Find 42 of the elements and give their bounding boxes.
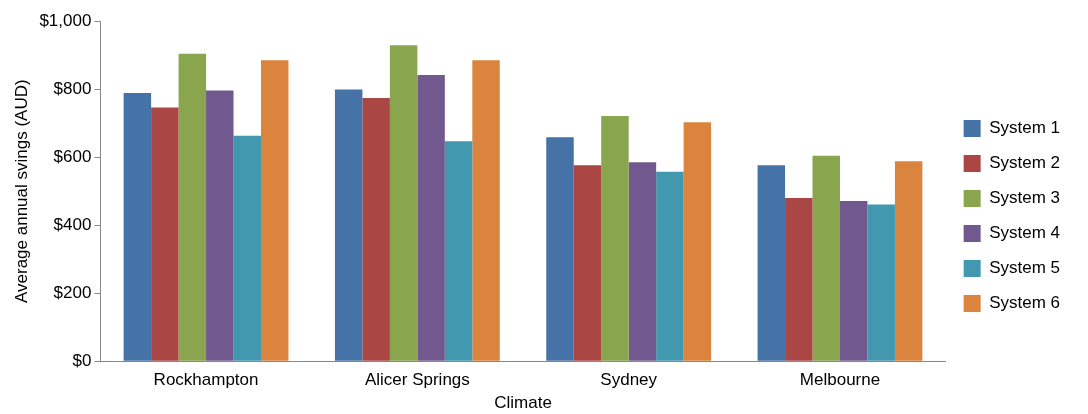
y-tick-label: $800: [53, 78, 92, 98]
legend-label: System 4: [989, 223, 1060, 243]
legend-label: System 5: [989, 258, 1060, 278]
legend-label: System 6: [989, 293, 1060, 313]
bar: [417, 74, 445, 361]
bar: [573, 165, 602, 361]
x-tick-label: Melbourne: [799, 370, 881, 390]
y-tick-label: $400: [53, 214, 92, 234]
bar: [362, 98, 390, 361]
bar: [151, 107, 179, 361]
x-tick-label: Alicer Springs: [364, 370, 470, 390]
legend-label: System 1: [989, 118, 1060, 138]
bar: [601, 116, 629, 361]
bar: [389, 45, 418, 361]
x-axis-title: Climate: [494, 393, 552, 413]
bar: [683, 122, 712, 361]
bar: [757, 165, 786, 361]
bar: [785, 198, 813, 361]
x-tick-label: Rockhampton: [153, 370, 259, 390]
y-tick-label: $200: [53, 282, 92, 302]
bar: [334, 89, 363, 361]
legend-label: System 3: [989, 188, 1060, 208]
bar: [839, 201, 868, 361]
bar: [656, 171, 684, 361]
y-axis-title: Average annual svings (AUD): [11, 79, 31, 304]
y-tick-label: $1,000: [39, 10, 92, 30]
bar: [233, 135, 261, 361]
bar: [444, 141, 473, 361]
x-tick-label: Sydney: [600, 370, 658, 390]
bar: [206, 90, 234, 361]
bar: [812, 155, 840, 361]
legend-label: System 2: [989, 153, 1060, 173]
bar: [260, 60, 289, 361]
y-tick-label: $600: [53, 146, 92, 166]
y-tick-label: $0: [72, 350, 92, 370]
bar: [546, 137, 574, 361]
bar: [867, 204, 895, 361]
bar: [123, 92, 152, 361]
bar: [472, 60, 500, 361]
bar: [894, 161, 923, 361]
bar: [628, 162, 657, 361]
bar: [178, 53, 207, 361]
